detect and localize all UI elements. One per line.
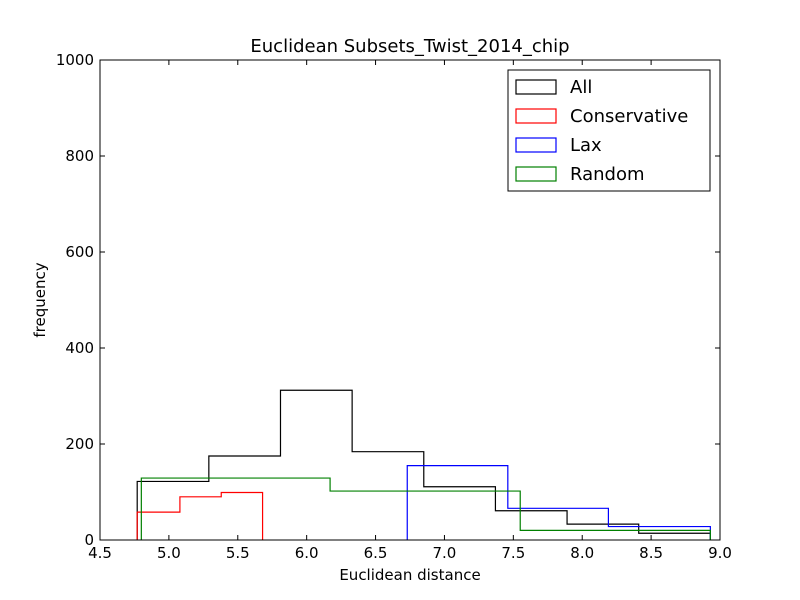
legend-label-random: Random xyxy=(570,164,645,185)
legend-swatch-lax xyxy=(515,137,557,153)
y-tick-label: 400 xyxy=(65,339,94,357)
plot-area xyxy=(136,389,711,540)
x-axis: 4.5 5.0 5.5 6.0 6.5 7.0 7.5 8.0 8.5 9.0 xyxy=(88,60,732,562)
x-tick-label: 6.5 xyxy=(364,544,388,562)
legend-swatch-random xyxy=(515,166,557,182)
legend: All Conservative Lax Random xyxy=(507,69,711,192)
x-tick-label: 6.0 xyxy=(295,544,319,562)
series-lax-outline xyxy=(406,465,711,540)
legend-box xyxy=(507,69,711,192)
legend-label-all: All xyxy=(570,77,592,98)
legend-label-lax: Lax xyxy=(570,135,602,156)
x-tick-label: 9.0 xyxy=(708,544,732,562)
legend-label-conservative: Conservative xyxy=(570,106,688,127)
y-tick-label: 0 xyxy=(84,531,94,549)
y-tick-label: 200 xyxy=(65,435,94,453)
x-tick-label: 5.0 xyxy=(157,544,181,562)
x-tick-label: 7.0 xyxy=(433,544,457,562)
x-tick-label: 7.5 xyxy=(501,544,525,562)
y-axis: 0 200 400 600 800 1000 xyxy=(56,51,720,549)
y-axis-label: frequency xyxy=(31,262,49,337)
series-random-outline xyxy=(140,477,711,540)
legend-swatch-conservative xyxy=(515,108,557,124)
chart-title: Euclidean Subsets_Twist_2014_chip xyxy=(250,36,569,57)
x-tick-label: 4.5 xyxy=(88,544,112,562)
y-tick-label: 1000 xyxy=(56,51,94,69)
y-tick-label: 800 xyxy=(65,147,94,165)
x-tick-label: 8.5 xyxy=(639,544,663,562)
axes-frame xyxy=(99,59,721,541)
legend-swatch-all xyxy=(515,79,557,95)
series-conservative-outline xyxy=(136,491,264,540)
x-tick-label: 5.5 xyxy=(226,544,250,562)
y-tick-label: 600 xyxy=(65,243,94,261)
series-all-outline xyxy=(136,389,711,540)
x-axis-label: Euclidean distance xyxy=(339,566,480,584)
x-tick-label: 8.0 xyxy=(570,544,594,562)
